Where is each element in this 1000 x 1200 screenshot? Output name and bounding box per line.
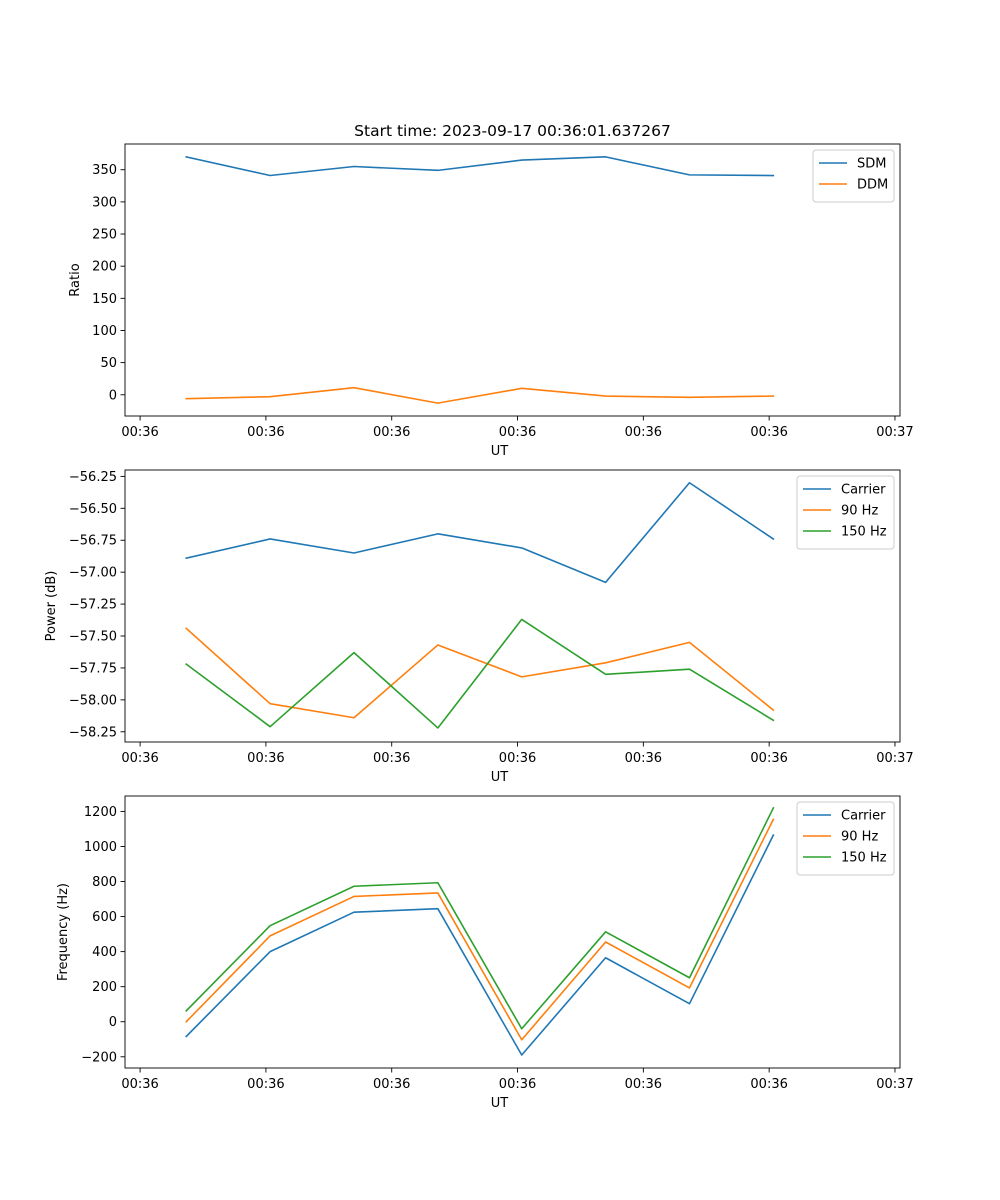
y-tick-label: 800	[92, 875, 117, 890]
subplot-3: 00:36 00:36 00:36 00:36 00:36 00:36 00:37 −200 0…	[56, 795, 914, 1111]
y-tick-label: 0	[109, 388, 117, 403]
y-tick-label: 50	[100, 356, 117, 371]
series-line-150-hz	[185, 618, 775, 729]
legend-label: 150 Hz	[841, 525, 887, 540]
x-tick-label: 00:36	[499, 425, 536, 440]
y-tick-label: 100	[92, 324, 117, 339]
x-tick-label: 00:36	[247, 751, 284, 766]
y-tick-label: −56.50	[69, 502, 117, 517]
y-axis-label: Frequency (Hz)	[56, 883, 71, 981]
y-tick-label: 300	[92, 195, 117, 210]
x-axis-label: UT	[491, 444, 509, 459]
y-axis-label: Ratio	[68, 263, 83, 296]
x-tick-label: 00:36	[750, 425, 787, 440]
x-tick-label: 00:36	[499, 1077, 536, 1092]
y-tick-label: −56.25	[69, 470, 117, 485]
axes-frame	[124, 143, 901, 417]
y-tick-label: 1200	[84, 805, 117, 820]
y-tick-label: 200	[92, 980, 117, 995]
x-tick-label: 00:36	[373, 1077, 410, 1092]
series-line-carrier	[185, 834, 775, 1056]
y-tick-label: 600	[92, 910, 117, 925]
x-tick-label: 00:36	[750, 751, 787, 766]
x-tick-label: 00:36	[499, 751, 536, 766]
series-line-150-hz	[185, 806, 775, 1030]
x-tick-label: 00:36	[121, 425, 158, 440]
x-tick-label: 00:36	[121, 1077, 158, 1092]
y-tick-label: 1000	[84, 840, 117, 855]
y-tick-label: 250	[92, 228, 117, 243]
x-tick-label: 00:36	[121, 751, 158, 766]
legend-label: 90 Hz	[841, 830, 878, 845]
series-line-90-hz	[185, 627, 775, 719]
legend-label: Carrier	[841, 483, 886, 498]
y-tick-label: 150	[92, 292, 117, 307]
y-tick-label: −57.50	[69, 630, 117, 645]
x-axis-label: UT	[491, 1096, 509, 1111]
subplot-1: 00:36 00:36 00:36 00:36 00:36 00:36 00:37 0 50 10…	[68, 143, 914, 459]
series-line-sdm	[185, 155, 775, 177]
figure-title: Start time: 2023-09-17 00:36:01.637267	[354, 122, 671, 140]
series-line-90-hz	[185, 818, 775, 1041]
legend-label: DDM	[857, 178, 888, 193]
y-tick-label: 200	[92, 260, 117, 275]
y-tick-label: −57.75	[69, 661, 117, 676]
x-tick-label: 00:36	[373, 751, 410, 766]
y-tick-label: 350	[92, 163, 117, 178]
x-tick-label: 00:37	[876, 425, 913, 440]
axes-frame	[124, 795, 901, 1069]
subplot-2: 00:36 00:36 00:36 00:36 00:36 00:36 00:37 −56.2…	[44, 469, 914, 785]
legend-label: 150 Hz	[841, 851, 887, 866]
y-tick-label: −56.75	[69, 534, 117, 549]
x-tick-label: 00:36	[625, 425, 662, 440]
legend: SDM DDM	[812, 149, 895, 203]
x-tick-label: 00:36	[750, 1077, 787, 1092]
y-tick-label: −58.25	[69, 725, 117, 740]
plots: 00:36 00:36 00:36 00:36 00:36 00:36 00:37 0 50 10…	[44, 143, 914, 1111]
y-tick-label: 400	[92, 945, 117, 960]
y-tick-label: 0	[109, 1015, 117, 1030]
y-tick-label: −57.25	[69, 598, 117, 613]
y-tick-label: −58.00	[69, 693, 117, 708]
legend: Carrier 90 Hz 150 Hz	[796, 475, 895, 550]
series-line-ddm	[185, 386, 775, 404]
x-tick-label: 00:36	[247, 425, 284, 440]
x-tick-label: 00:36	[625, 751, 662, 766]
y-tick-label: −57.00	[69, 566, 117, 581]
series-line-carrier	[185, 481, 775, 584]
x-tick-label: 00:37	[876, 751, 913, 766]
x-axis-label: UT	[491, 770, 509, 785]
x-tick-label: 00:36	[625, 1077, 662, 1092]
legend-label: Carrier	[841, 809, 886, 824]
legend: Carrier 90 Hz 150 Hz	[796, 801, 895, 876]
x-tick-label: 00:36	[247, 1077, 284, 1092]
legend-label: 90 Hz	[841, 504, 878, 519]
axes-frame	[124, 469, 901, 743]
x-tick-label: 00:36	[373, 425, 410, 440]
y-tick-label: −200	[81, 1050, 117, 1065]
y-axis-label: Power (dB)	[44, 571, 59, 642]
x-tick-label: 00:37	[876, 1077, 913, 1092]
legend-label: SDM	[857, 157, 886, 172]
